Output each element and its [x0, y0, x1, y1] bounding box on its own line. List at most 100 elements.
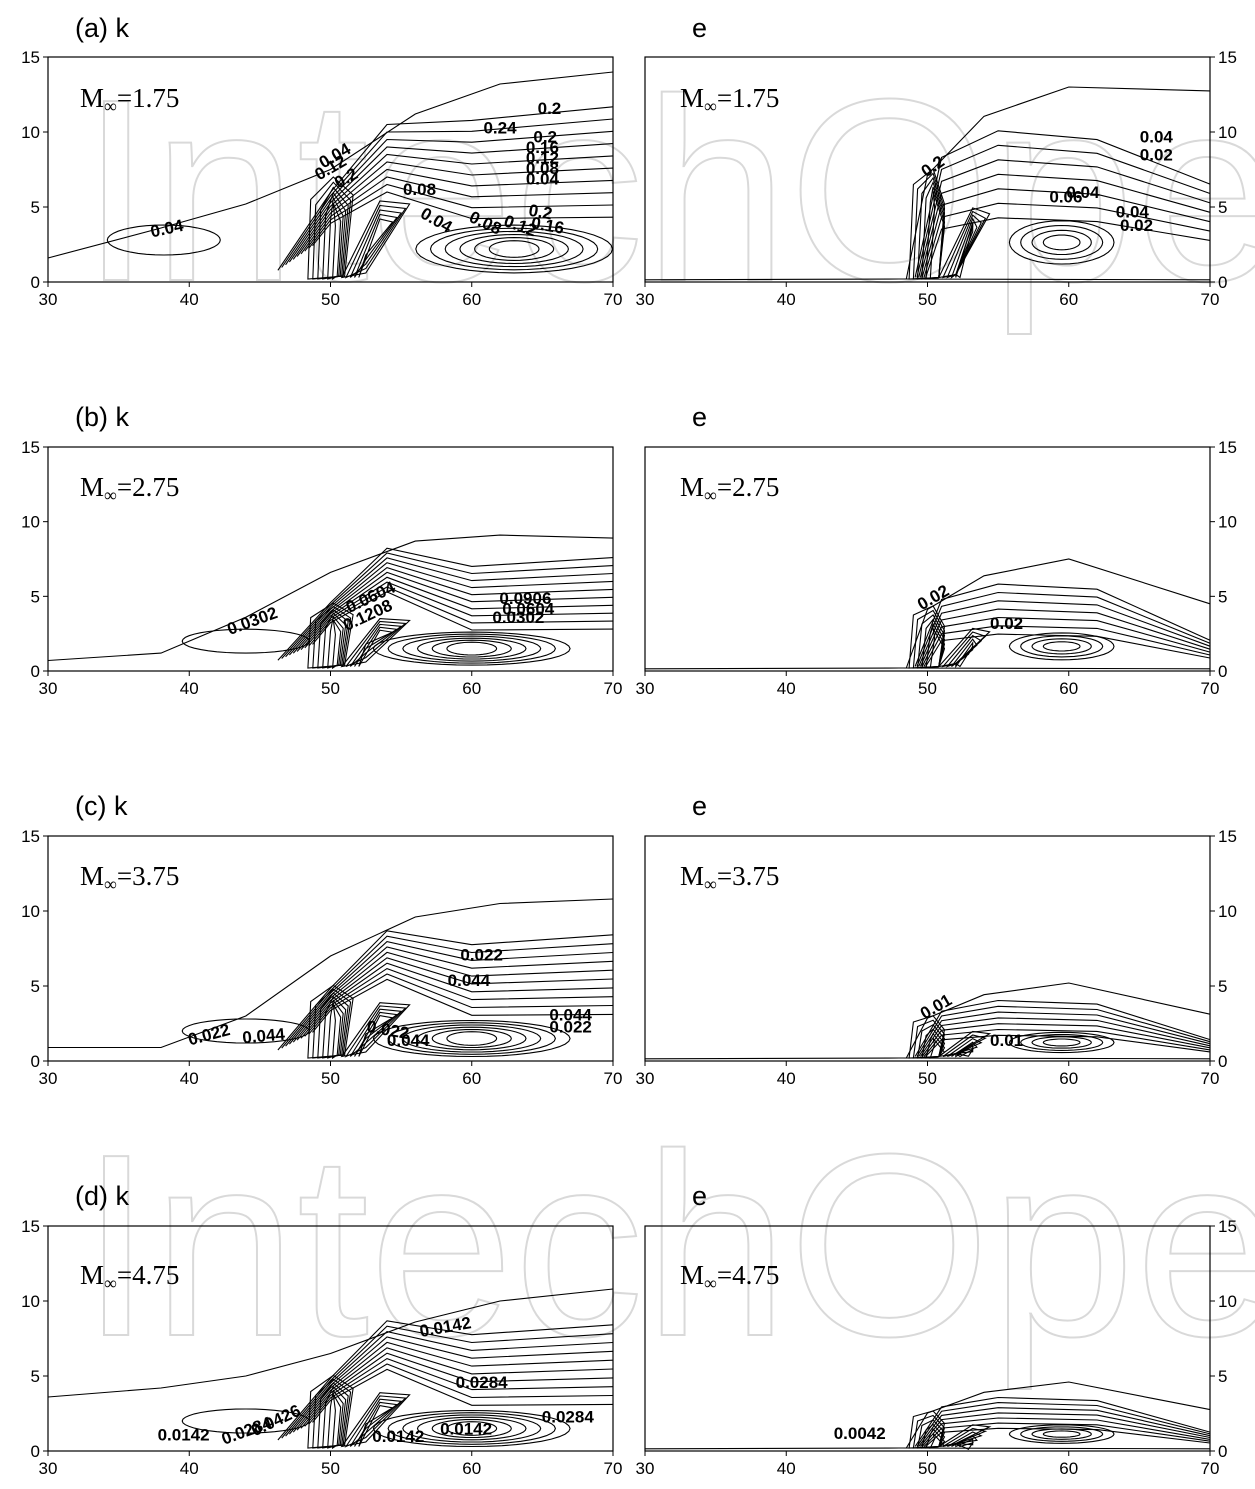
x-tick-label: 70 — [1201, 1069, 1220, 1088]
contour-line — [431, 1418, 512, 1439]
contour-lines — [644, 982, 1211, 1060]
contour-line — [288, 143, 614, 263]
contour-line — [402, 1024, 542, 1053]
contour-line — [308, 973, 614, 1035]
contour-label: 0.0142 — [158, 1426, 210, 1445]
y-tick-label: 0 — [31, 662, 40, 681]
contour-line — [416, 637, 527, 660]
contour-line — [925, 633, 1211, 667]
contour-line — [358, 218, 394, 278]
x-tick-label: 60 — [1059, 1069, 1078, 1088]
contour-line — [946, 214, 982, 279]
x-tick-label: 40 — [777, 290, 796, 309]
contour-line — [1042, 1038, 1081, 1047]
x-tick-label: 50 — [321, 290, 340, 309]
contour-line — [387, 1412, 557, 1445]
x-tick-label: 40 — [777, 1069, 796, 1088]
x-tick-label: 40 — [777, 1459, 796, 1478]
contour-line — [296, 1347, 614, 1431]
mach-label: M∞=4.75 — [80, 1260, 179, 1293]
contour-line — [340, 1392, 411, 1448]
contour-label: 0.02 — [1120, 216, 1153, 235]
x-tick-label: 30 — [39, 290, 58, 309]
contour-line — [955, 641, 974, 669]
x-tick-label: 60 — [462, 1459, 481, 1478]
contour-line — [340, 618, 411, 668]
contour-line — [644, 667, 1211, 670]
contour-line — [916, 591, 1211, 667]
contour-lines — [47, 1288, 614, 1450]
contour-line — [1020, 1426, 1104, 1442]
x-tick-label: 70 — [1201, 1459, 1220, 1478]
x-tick-label: 60 — [462, 1069, 481, 1088]
contour-line — [312, 1368, 614, 1423]
contour-line — [446, 1031, 498, 1046]
contour-label: 0.0042 — [834, 1424, 886, 1443]
mach-label: M∞=2.75 — [80, 472, 179, 505]
contour-line — [308, 586, 614, 647]
contour-label: 0.04 — [526, 170, 560, 189]
contour-line — [916, 144, 1211, 278]
y-tick-label: 10 — [1218, 902, 1237, 921]
contour-label: 0.0604 — [502, 599, 555, 618]
y-tick-label: 10 — [1218, 123, 1237, 142]
contour-panel-e-2: 30 40 50 60 700 5 10 15 e M∞=2.75 0.02 0.02 — [636, 402, 1237, 698]
contour-line — [344, 204, 407, 279]
contour-line — [296, 957, 614, 1041]
x-tick-label: 70 — [604, 1069, 623, 1088]
y-tick-label: 15 — [1218, 438, 1237, 457]
contour-line — [905, 86, 1211, 280]
contour-line — [488, 240, 540, 258]
contour-label: 0.022 — [549, 1018, 592, 1037]
contour-line — [923, 1422, 1211, 1447]
contour-line — [644, 278, 1211, 281]
contour-lines — [47, 534, 614, 670]
contour-line — [446, 1421, 498, 1436]
contour-line — [951, 1434, 978, 1447]
contour-line — [292, 951, 614, 1043]
panel-title: e — [692, 1181, 707, 1211]
y-tick-label: 15 — [21, 827, 40, 846]
contour-panel-k-4: 30 40 50 60 70 0 5 10 15 (d) k M∞=4.75 0.0142 0.0284… — [21, 1181, 622, 1478]
contour-label: 0.0906 — [499, 589, 551, 608]
contour-line — [1008, 220, 1115, 265]
contour-line — [929, 1037, 946, 1059]
contour-label: 0.044 — [448, 971, 491, 990]
contour-line — [1031, 229, 1092, 256]
contour-line — [181, 628, 310, 654]
contour-line — [308, 1363, 614, 1425]
contour-line — [921, 1023, 1211, 1057]
contour-label: 0.02 — [914, 581, 952, 614]
contour-line — [923, 202, 1211, 278]
contour-line — [446, 641, 498, 656]
contour-label: 0.06 — [1049, 188, 1082, 207]
contour-line — [312, 591, 614, 645]
contour-line — [344, 1005, 407, 1058]
mach-label: M∞=3.75 — [80, 861, 179, 894]
y-tick-label: 5 — [1218, 977, 1227, 996]
contour-label: 0.16 — [526, 138, 559, 157]
contour-label: 0.0142 — [372, 1427, 424, 1446]
contour-line — [914, 583, 1211, 667]
contour-line — [1008, 632, 1115, 661]
contour-line — [281, 552, 614, 659]
contour-line — [281, 118, 614, 268]
x-tick-label: 40 — [180, 1069, 199, 1088]
x-tick-label: 30 — [39, 1069, 58, 1088]
contour-line — [916, 1402, 1211, 1447]
x-tick-label: 40 — [180, 679, 199, 698]
contour-line — [415, 224, 613, 274]
x-tick-label: 60 — [1059, 290, 1078, 309]
contour-line — [304, 581, 614, 649]
contour-line — [296, 571, 614, 652]
contour-line — [955, 225, 974, 279]
contour-line — [304, 967, 614, 1037]
contour-line — [914, 130, 1211, 278]
contour-line — [387, 1022, 557, 1055]
contour-line — [281, 935, 614, 1049]
contour-panel-e-1: 30 40 50 60 70051015eM∞=1.750.040.020.040.06… — [636, 13, 1237, 309]
contour-line — [340, 1002, 411, 1058]
